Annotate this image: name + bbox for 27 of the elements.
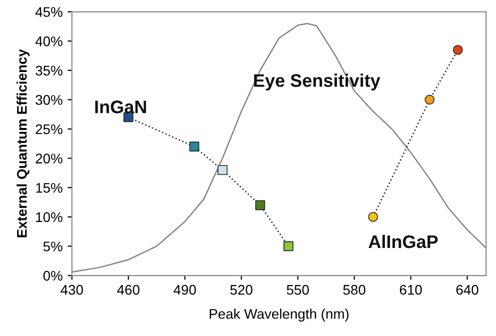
- point: [283, 241, 294, 252]
- series-label: InGaN: [95, 100, 146, 114]
- series-label: AlInGaP: [368, 234, 438, 248]
- series-label: Eye Sensitivity: [254, 74, 380, 91]
- y-tick-label: 15%: [36, 182, 62, 193]
- point: [255, 200, 266, 210]
- y-tick-label: 40%: [35, 36, 62, 46]
- y-tick-label: 5%: [43, 242, 62, 252]
- x-tick-label: 430: [60, 284, 83, 295]
- y-tick-label: 35%: [36, 66, 62, 76]
- x-tick-label: 640: [456, 284, 478, 295]
- y-axis-title: External Quantum Efficiency: [16, 49, 30, 238]
- x-tick-label: 610: [400, 284, 422, 295]
- x-tick-label: 460: [117, 284, 140, 295]
- x-tick-label: 580: [343, 284, 366, 295]
- y-tick-label: 0%: [43, 270, 62, 281]
- y-tick-label: 20%: [36, 154, 62, 164]
- x-tick-label: 520: [230, 284, 252, 295]
- y-tick-label: 10%: [36, 212, 62, 222]
- x-axis-title: Peak Wavelength (nm): [210, 308, 349, 322]
- point: [218, 165, 228, 175]
- point: [189, 142, 200, 152]
- y-tick-label: 30%: [36, 95, 62, 105]
- y-tick-label: 25%: [36, 124, 62, 134]
- x-tick-label: 550: [286, 284, 309, 295]
- x-tick-label: 490: [174, 284, 196, 295]
- y-tick-label: 45%: [35, 7, 62, 17]
